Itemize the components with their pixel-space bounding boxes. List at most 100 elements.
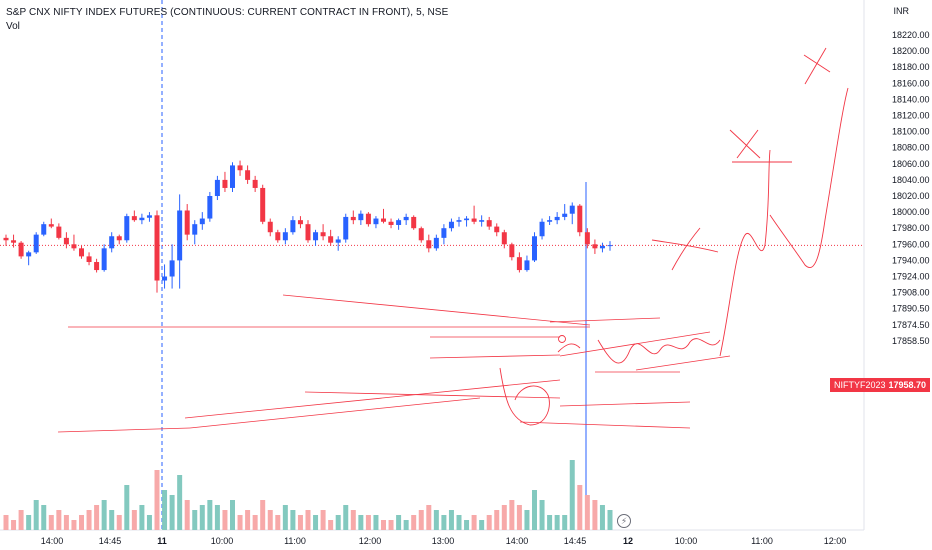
volume-bar [456, 515, 462, 530]
candle-body [267, 221, 273, 233]
x-tick-label: 14:00 [41, 536, 64, 546]
y-tick-label: 18180.00 [892, 62, 930, 72]
candle-body [101, 248, 107, 271]
y-tick-label: 17940.00 [892, 255, 930, 265]
volume-bar [222, 510, 228, 530]
trendline-drawing [57, 427, 191, 433]
candle-body [554, 216, 560, 221]
candle-body [3, 237, 9, 241]
candle-body [192, 224, 198, 235]
candle-body [297, 220, 303, 225]
volume-bar [320, 510, 326, 530]
volume-bar [199, 505, 205, 530]
candle-body [177, 210, 183, 261]
volume-bar [154, 470, 160, 530]
volume-bar [433, 510, 439, 530]
volume-bar [79, 515, 84, 530]
volume-bar [486, 515, 492, 530]
volume-bar [116, 515, 122, 530]
candle-body [184, 210, 190, 235]
candle-body [426, 240, 432, 249]
volume-bar [592, 500, 598, 530]
x-tick-label: 14:45 [99, 536, 122, 546]
candle-body [396, 220, 402, 225]
volume-bar [184, 500, 190, 530]
volume-bar [297, 515, 303, 530]
y-tick-label: 17908.00 [892, 288, 930, 298]
y-tick-label: 18120.00 [892, 111, 930, 121]
candle-body [358, 213, 364, 221]
volume-bar [48, 515, 54, 530]
y-tick-label: 18060.00 [892, 159, 930, 169]
x-tick-label: 10:00 [211, 536, 234, 546]
x-tick-label: 14:45 [564, 536, 587, 546]
volume-bar [63, 515, 69, 530]
trendline-drawing [559, 401, 691, 407]
candle-body [607, 245, 613, 247]
candle-body [207, 196, 213, 219]
candle-body [562, 213, 568, 217]
volume-bar [358, 515, 364, 530]
trendline-drawing [184, 379, 561, 419]
candle-body [63, 237, 69, 245]
volume-bar [124, 485, 130, 530]
candle-body [139, 217, 145, 221]
candle-body [584, 232, 590, 245]
volume-bar [169, 495, 175, 530]
y-tick-label: 17890.50 [892, 304, 930, 314]
volume-bar [501, 505, 507, 530]
candle-body [79, 248, 84, 257]
volume-bar [192, 510, 198, 530]
y-tick-label: 18100.00 [892, 127, 930, 137]
candle-body [86, 256, 92, 263]
x-tick-label: 11:00 [751, 536, 773, 546]
candle-body [237, 165, 243, 171]
volume-bar [230, 500, 235, 530]
freehand-drawing [729, 129, 761, 159]
volume-bar [532, 490, 537, 530]
candle-body [411, 216, 417, 229]
currency-label: INR [893, 6, 910, 16]
x-tick-label: 11 [157, 536, 167, 546]
volume-bar [86, 510, 92, 530]
y-tick-label: 17858.50 [892, 336, 930, 346]
volume-bar [411, 515, 417, 530]
volume-bar [396, 515, 402, 530]
volume-bar [139, 505, 145, 530]
volume-bar [365, 515, 371, 530]
trendline-drawing [549, 317, 661, 323]
trendline-drawing [635, 355, 731, 371]
volume-bar [373, 515, 379, 530]
freehand-drawing [651, 239, 719, 253]
price-tag-symbol: NIFTYF2023 [834, 380, 886, 390]
candle-body [162, 276, 168, 281]
volume-bar [328, 520, 334, 530]
volume-bar [584, 495, 590, 530]
volume-bar [267, 510, 273, 530]
candle-body [33, 234, 39, 253]
candle-body [328, 236, 334, 243]
candle-body [486, 220, 492, 227]
candle-body [230, 165, 235, 188]
volume-bar [471, 515, 477, 530]
clock-icon[interactable]: ⚡ [617, 514, 631, 528]
y-tick-label: 18020.00 [892, 191, 930, 201]
volume-bar [245, 510, 251, 530]
candle-body [124, 216, 130, 241]
volume-bar [599, 505, 605, 530]
trendline-drawing [282, 294, 591, 326]
candle-body [494, 226, 500, 233]
y-tick-label: 18200.00 [892, 46, 930, 56]
candle-body [381, 218, 386, 222]
freehand-drawing [671, 227, 701, 271]
volume-bar [305, 510, 311, 530]
candle-body [41, 224, 47, 235]
candle-body [501, 232, 507, 245]
candle-body [335, 239, 341, 243]
candle-body [539, 221, 545, 237]
candle-body [275, 232, 281, 241]
y-tick-label: 17874.50 [892, 320, 930, 330]
volume-bar [464, 520, 470, 530]
